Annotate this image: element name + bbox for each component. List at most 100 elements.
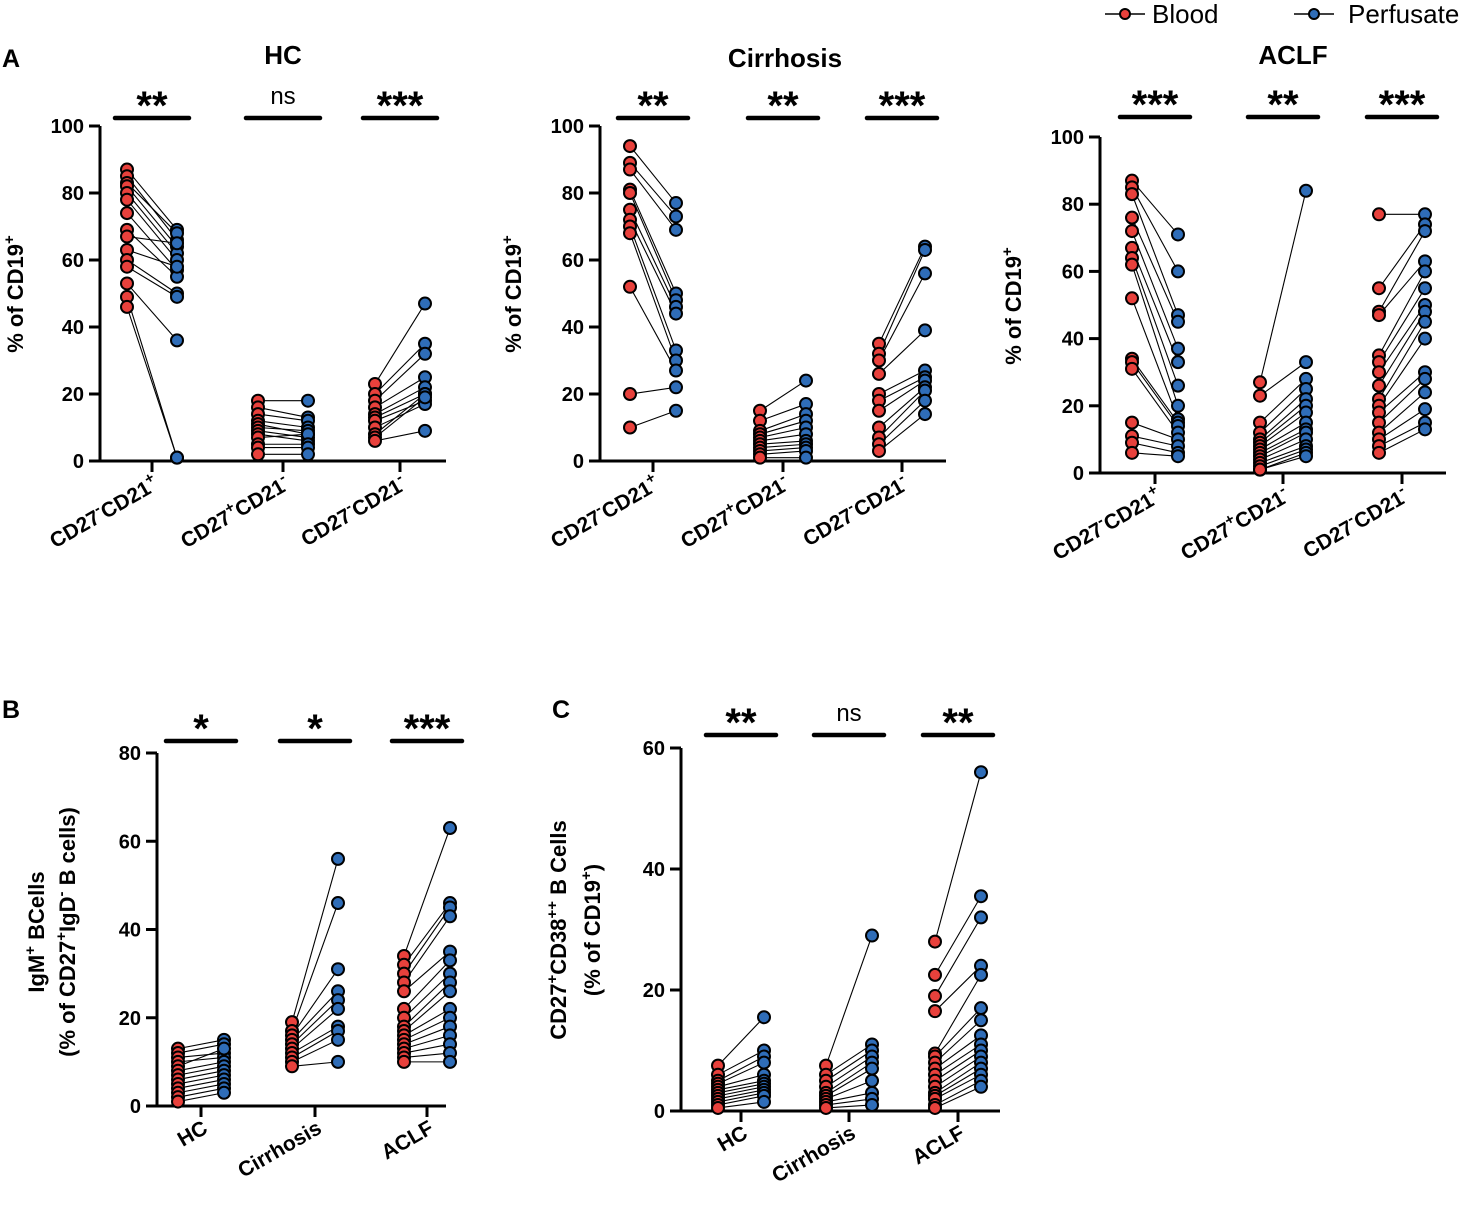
superscript: + — [999, 247, 1016, 256]
label-part: CD27 — [297, 504, 355, 551]
pair-line — [374, 386, 426, 415]
pair-line — [374, 353, 426, 402]
blood-point — [120, 229, 134, 244]
pair-line — [878, 386, 926, 428]
pair-line — [717, 1089, 765, 1100]
blood-point — [623, 139, 637, 154]
perfusate-point — [1299, 355, 1313, 370]
pair-line — [825, 1092, 873, 1103]
pair-line — [878, 390, 926, 438]
pair-line — [403, 1017, 451, 1041]
blood-point — [120, 192, 134, 207]
y-axis-label: IgM+ BCells — [22, 871, 49, 992]
pair-line — [403, 990, 451, 1032]
blood-point — [928, 989, 942, 1004]
perfusate-point — [418, 423, 432, 438]
blood-point — [285, 1059, 299, 1074]
significance-label: ** — [1267, 83, 1299, 127]
perfusate-point — [1171, 449, 1185, 464]
pair-line — [374, 396, 426, 438]
perfusate-point — [1171, 314, 1185, 329]
pair-line — [759, 426, 807, 439]
y-tick-label: 20 — [119, 1008, 141, 1030]
blood-point — [711, 1100, 725, 1115]
blood-point — [397, 1054, 411, 1069]
perfusate-point — [443, 909, 457, 924]
pair-line — [825, 1104, 873, 1109]
superscript: + — [1, 235, 18, 244]
pair-line — [403, 902, 451, 966]
plot-area: 0 20 40 60 80 100 CD27-CD21+ ** CD27+CD21- ** CD27… — [547, 84, 946, 553]
label-part: CD27 — [547, 506, 605, 553]
pair-line — [291, 1030, 339, 1058]
pair-line — [1131, 298, 1179, 420]
pair-line — [629, 162, 677, 217]
pair-line — [403, 1008, 451, 1036]
blood-point — [1372, 207, 1386, 222]
category-label: CD27-CD21- — [1297, 481, 1412, 563]
pair-line — [1131, 358, 1179, 423]
panel-letter-c: C — [552, 696, 570, 724]
category-label: CD27-CD21- — [797, 469, 912, 551]
pair-line — [177, 1039, 225, 1050]
perfusate-point — [418, 390, 432, 405]
perfusate-point — [669, 363, 683, 378]
label-rest: BCells — [24, 871, 49, 946]
category-label: CD27+CD21- — [1175, 481, 1293, 565]
pair-line — [934, 974, 982, 1054]
perfusate-point — [1171, 378, 1185, 393]
perfusate-point — [170, 259, 184, 274]
pair-line — [403, 907, 451, 974]
perfusate-point — [865, 1061, 879, 1076]
pair-line — [934, 1062, 982, 1094]
pair-line — [374, 393, 426, 435]
plot-area: 0 20 40 60 80 HC * Cirrhosis * ACLF *** — [119, 707, 465, 1182]
y-tick-label: 0 — [573, 451, 584, 473]
pair-line — [878, 249, 926, 355]
pair-line — [1131, 193, 1179, 316]
perfusate-point — [757, 1010, 771, 1025]
pair-line — [374, 303, 426, 385]
significance-label: ** — [136, 84, 168, 128]
panel-title: HC — [264, 40, 302, 70]
category-label: CD27-CD21+ — [1047, 481, 1166, 565]
blood-point — [1125, 257, 1139, 272]
perfusate-point — [918, 266, 932, 281]
blood-point — [623, 186, 637, 200]
blood-point — [1372, 365, 1386, 380]
pair-line — [934, 1074, 982, 1100]
pair-line — [177, 1065, 225, 1076]
perfusate-point — [669, 222, 683, 237]
pair-line — [934, 1007, 982, 1057]
superscript: + — [499, 235, 516, 244]
perfusate-point — [865, 1097, 879, 1112]
pair-line — [291, 968, 339, 1036]
pair-line — [825, 1043, 873, 1076]
label-rest: CD38 — [546, 918, 571, 974]
pair-line — [177, 1052, 225, 1059]
blood-point — [1253, 388, 1267, 403]
blood-point — [120, 206, 134, 221]
pair-line — [403, 960, 451, 1010]
significance-label: *** — [1379, 83, 1426, 127]
pair-line — [1131, 452, 1179, 457]
pair-line — [126, 182, 178, 234]
pair-line — [1378, 371, 1426, 413]
pair-line — [1378, 230, 1426, 312]
y-tick-label: 0 — [73, 451, 84, 473]
pair-line — [717, 1086, 765, 1097]
pair-line — [257, 413, 309, 422]
perfusate-point — [1299, 449, 1313, 464]
pair-line — [629, 233, 677, 361]
pair-line — [825, 1056, 873, 1088]
pair-line — [878, 400, 926, 445]
significance-label: ns — [836, 700, 861, 727]
blood-point — [1372, 378, 1386, 393]
pair-line — [934, 1043, 982, 1076]
perfusate-point — [331, 1054, 345, 1069]
pair-line — [1259, 448, 1307, 467]
perfusate-point — [918, 393, 932, 408]
pair-line — [403, 1052, 451, 1059]
pair-line — [717, 1092, 765, 1103]
